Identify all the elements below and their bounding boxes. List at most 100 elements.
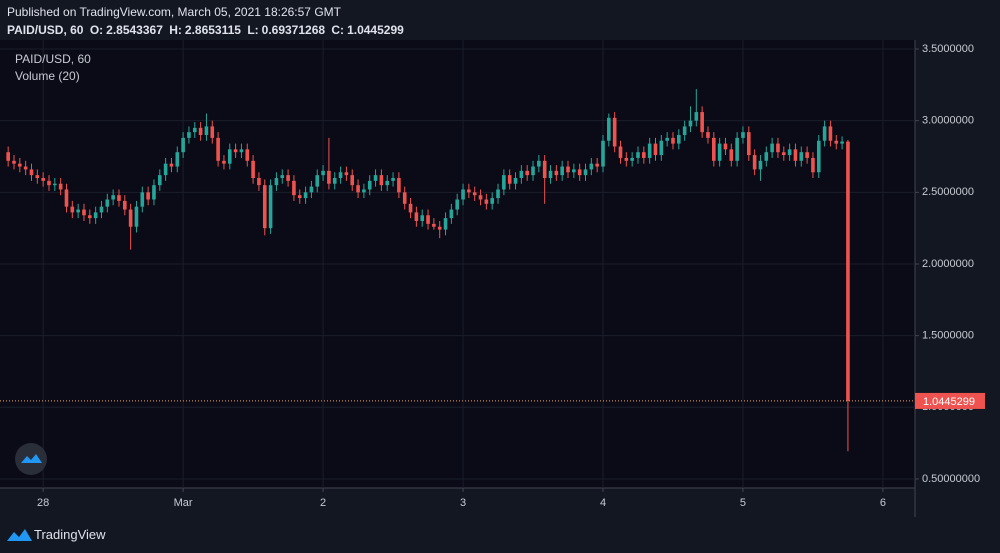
candle-body — [257, 178, 261, 186]
candle-body — [595, 163, 599, 167]
candle-body — [566, 166, 570, 173]
candle-body — [548, 170, 553, 179]
candle-body — [280, 175, 285, 179]
candle-body — [321, 170, 325, 176]
candle-body — [216, 137, 220, 161]
candle-body — [455, 199, 460, 210]
candle-body — [484, 199, 489, 204]
candle-body — [519, 170, 524, 179]
candle-body — [385, 180, 390, 186]
candle-body — [659, 140, 664, 156]
candle-body — [23, 166, 28, 170]
candle-body — [426, 215, 430, 224]
candle-body — [706, 132, 710, 138]
candle-body — [688, 120, 693, 127]
candle-body — [210, 126, 215, 138]
candle-body — [402, 192, 407, 204]
candle-body — [764, 152, 769, 161]
candle-body — [682, 126, 687, 136]
candle-body — [233, 149, 238, 153]
candle-body — [432, 223, 436, 227]
candle-body — [292, 180, 296, 196]
y-tick-label: 0.50000000 — [922, 473, 980, 485]
candle-body — [437, 226, 442, 230]
candle-body — [134, 206, 139, 227]
candle-body — [227, 149, 232, 164]
candle-body — [105, 199, 110, 207]
candle-body — [577, 169, 582, 176]
candle-body — [140, 192, 145, 207]
candle-body — [245, 149, 250, 161]
candle-body — [367, 180, 372, 190]
candle-body — [665, 137, 669, 141]
candle-body — [478, 195, 483, 200]
candle-body — [169, 163, 174, 167]
candle-body — [677, 135, 681, 144]
candle-body — [18, 163, 22, 167]
footer: TradingView — [0, 517, 1000, 553]
y-tick-label: 2.0000000 — [922, 258, 974, 270]
candle-body — [601, 140, 605, 167]
candle-body — [327, 170, 331, 184]
candle-body — [111, 195, 115, 200]
candle-body — [618, 146, 623, 158]
candle-body — [554, 170, 559, 176]
candle-body — [572, 169, 576, 173]
candle-body — [99, 206, 104, 213]
time-axis-background — [0, 488, 915, 517]
candle-body — [490, 198, 495, 204]
candle-body — [187, 132, 191, 138]
candle-body — [122, 200, 127, 210]
price-label: 1.0445299 — [923, 396, 975, 408]
candle-body — [146, 192, 150, 200]
candle-body — [181, 137, 185, 153]
candle-body — [12, 160, 16, 164]
candle-body — [805, 152, 809, 158]
ohlc-label: L: — [247, 23, 259, 37]
candle-body — [607, 117, 611, 141]
candle-body — [735, 137, 739, 161]
candle-body — [449, 209, 454, 219]
candle-body — [117, 195, 121, 201]
candle-body — [286, 175, 290, 181]
price-label-box — [915, 392, 985, 409]
candle-body — [694, 112, 699, 121]
x-tick-label: 2 — [320, 497, 326, 509]
candle-body — [268, 185, 273, 229]
candle-body — [752, 155, 757, 170]
candle-body — [175, 152, 180, 167]
candle-body — [537, 160, 541, 167]
candle-body — [297, 195, 302, 199]
logo-badge[interactable] — [15, 443, 47, 475]
x-tick-label: 28 — [37, 497, 49, 509]
candle-body — [64, 189, 69, 207]
candle-body — [29, 169, 34, 176]
candle-body — [741, 132, 745, 138]
candle-body — [793, 149, 798, 161]
candle-body — [239, 149, 244, 153]
candle-body — [723, 143, 728, 150]
candle-body — [840, 141, 844, 144]
header: Published on TradingView.com, March 05, … — [0, 0, 1000, 40]
candle-body — [35, 175, 40, 179]
symbol: PAID/USD, 60 — [7, 23, 84, 37]
candle-body — [758, 160, 763, 170]
candle-body — [6, 152, 10, 161]
logo-icon — [21, 454, 42, 463]
candle-body — [624, 157, 629, 161]
candle-body — [717, 143, 722, 161]
ohlc-label: C: — [331, 23, 345, 37]
candle-body — [630, 157, 634, 161]
ohlc-label: H: — [169, 23, 182, 37]
x-tick-label: 6 — [880, 497, 886, 509]
candle-body — [671, 137, 675, 144]
candle-body — [467, 189, 471, 193]
y-tick-label: 3.5000000 — [922, 43, 974, 55]
candle-body — [496, 189, 500, 199]
candle-body — [612, 117, 617, 147]
candle-body — [443, 218, 448, 230]
candle-body — [746, 132, 751, 156]
candle-body — [192, 127, 197, 133]
candle-body — [525, 170, 529, 176]
